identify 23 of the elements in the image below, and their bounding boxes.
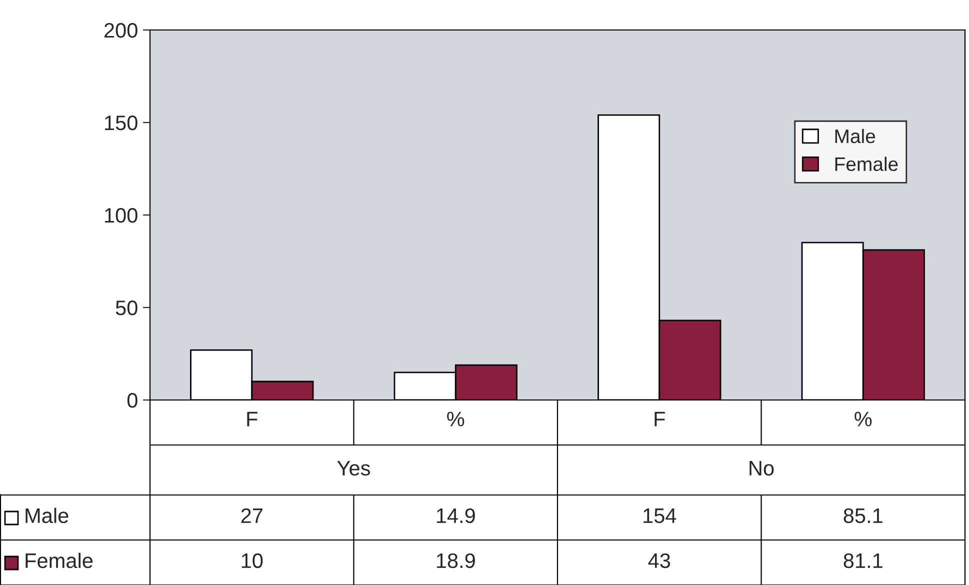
- legend-label: Female: [835, 156, 898, 172]
- y-tick-label: 100: [105, 208, 138, 223]
- data-label: 154: [644, 508, 676, 524]
- data-label: 85.1: [844, 508, 882, 524]
- data-label: 43: [648, 553, 670, 568]
- data-label: 14.9: [436, 508, 475, 524]
- y-tick-label: 50: [116, 300, 138, 316]
- text: No: [750, 461, 774, 476]
- data-label: 18.9: [436, 553, 475, 568]
- text: Male: [26, 508, 68, 524]
- x-tick-label: %: [854, 412, 872, 426]
- legend-label: Male: [835, 128, 876, 144]
- y-tick-label: 150: [105, 116, 138, 130]
- data-label: 27: [241, 508, 262, 523]
- data-label: 10: [242, 553, 263, 568]
- text: Yes: [337, 461, 370, 476]
- y-tick-label: 0: [127, 393, 138, 408]
- text: Female: [26, 552, 93, 568]
- x-tick-label: %: [447, 412, 464, 426]
- x-tick-label: F: [247, 412, 258, 426]
- data-label: 81.1: [844, 553, 882, 568]
- y-tick-label: 200: [104, 23, 138, 38]
- x-tick-label: F: [654, 412, 665, 426]
